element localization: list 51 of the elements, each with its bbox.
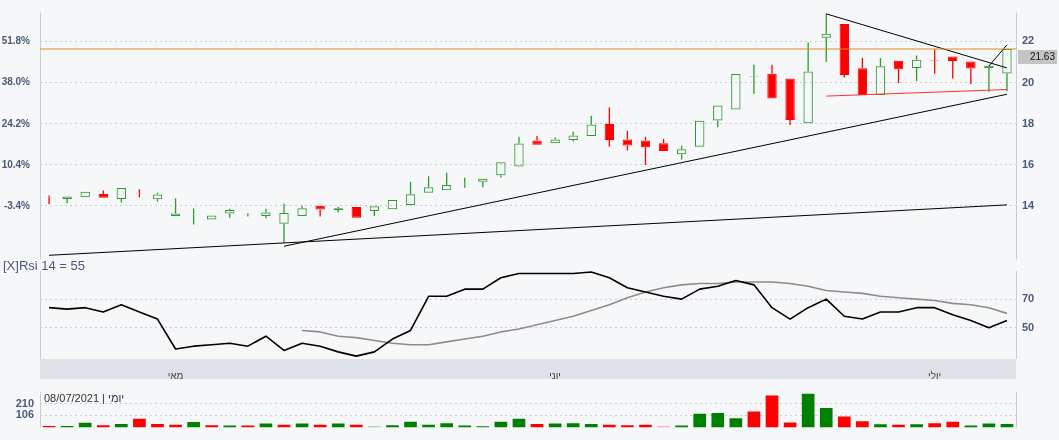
bar [874, 424, 887, 428]
bar [783, 422, 797, 428]
candlestick [785, 78, 795, 126]
y2-tick-label: 51.8% [1, 35, 31, 47]
bar [404, 421, 417, 428]
y-tick-label: 210 [15, 396, 34, 409]
bar [711, 412, 725, 428]
annotation: 08/07/2021 | יומי [44, 392, 125, 405]
bar [133, 418, 146, 428]
y-tick-label: 20 [1022, 75, 1035, 88]
bar [205, 425, 219, 428]
bar [440, 423, 453, 428]
ref-line-label: 21.63 [1029, 50, 1056, 62]
y-tick-label: 18 [1022, 116, 1035, 129]
bar [729, 418, 743, 428]
x-tick-label: יולי [928, 369, 942, 381]
x-tick-label: יוני [549, 369, 561, 381]
bar [819, 408, 833, 428]
bar [96, 425, 110, 428]
bar [386, 425, 399, 428]
bar [801, 393, 815, 428]
bar [765, 395, 779, 428]
y2-tick-label: 38.0% [1, 76, 31, 88]
bar [151, 424, 164, 428]
y2-tick-label: -3.4% [3, 199, 31, 211]
y-tick-label: 22 [1022, 34, 1035, 47]
bar [584, 424, 598, 428]
y-tick-label: 16 [1022, 157, 1035, 170]
x-tick-label: מאי [167, 369, 184, 381]
chart-title: [X]Rsi 14 = 55 [3, 258, 86, 274]
bar [187, 422, 200, 428]
bar [78, 422, 92, 428]
y-tick-label: 50 [1022, 320, 1035, 333]
bar [946, 421, 960, 428]
candlestick [604, 106, 615, 148]
bar [747, 411, 761, 428]
bar [910, 424, 923, 428]
bar [621, 425, 634, 428]
bar [928, 423, 941, 428]
bar [566, 423, 580, 428]
bar [115, 424, 128, 428]
y-tick-label: 106 [15, 408, 34, 421]
y-tick-label: 70 [1022, 292, 1035, 305]
bar [856, 421, 869, 428]
y-tick-label: 14 [1022, 198, 1036, 211]
y2-tick-label: 10.4% [1, 158, 31, 170]
candlestick [767, 64, 777, 99]
bar [693, 413, 707, 428]
y2-tick-label: 24.2% [1, 117, 31, 129]
candlestick [532, 135, 542, 145]
bar [837, 416, 851, 428]
